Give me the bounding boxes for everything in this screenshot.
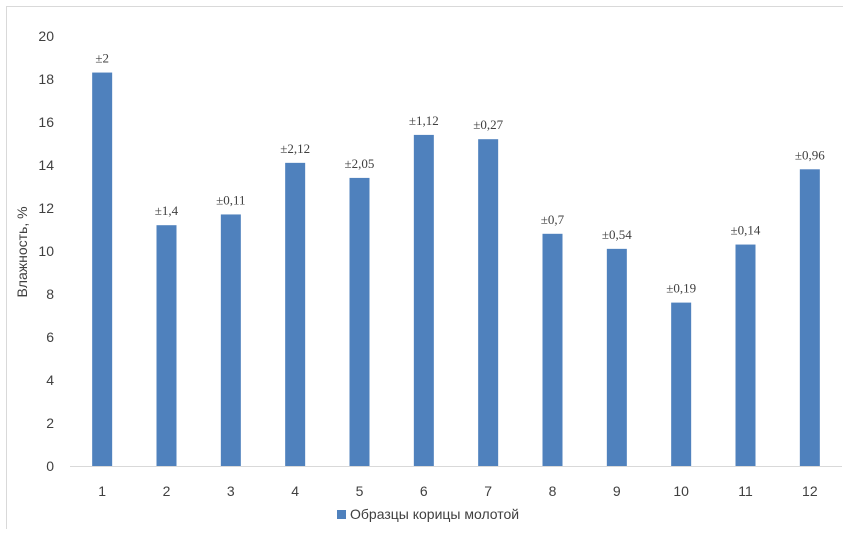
bar-data-label: ±0,19: [666, 281, 696, 296]
bar-data-label: ±0,11: [216, 192, 245, 207]
y-tick-label: 14: [38, 157, 54, 173]
y-tick-label: 10: [38, 243, 54, 259]
bar: [413, 134, 434, 466]
y-tick-label: 12: [38, 200, 54, 216]
bar-data-label: ±1,4: [155, 203, 179, 218]
y-tick-label: 18: [38, 71, 54, 87]
x-tick-label: 10: [673, 483, 689, 499]
x-tick-label: 6: [420, 483, 428, 499]
x-tick-label: 8: [549, 483, 557, 499]
bar-data-label: ±0,14: [731, 223, 761, 238]
y-tick-label: 2: [46, 415, 54, 431]
x-tick-label: 1: [98, 483, 106, 499]
x-axis: 1 2 3 4 5 6 7 8 9 10 11 12: [70, 466, 842, 499]
y-tick-label: 16: [38, 114, 54, 130]
x-tick-label: 5: [356, 483, 364, 499]
bar: [735, 244, 756, 466]
x-tick-label: 9: [613, 483, 621, 499]
bar: [156, 225, 177, 466]
y-tick-label: 6: [46, 329, 54, 345]
legend: Образцы корицы молотой: [337, 506, 519, 522]
bar-data-label: ±2,05: [345, 156, 375, 171]
bar: [478, 139, 499, 466]
bar: [92, 72, 113, 467]
bar-data-label: ±1,12: [409, 113, 439, 128]
bars: [92, 72, 820, 467]
bar-data-label: ±0,7: [541, 212, 565, 227]
bar: [671, 302, 692, 466]
legend-label: Образцы корицы молотой: [350, 506, 519, 522]
x-tick-label: 3: [227, 483, 235, 499]
bar: [285, 162, 306, 466]
bar-data-label: ±2,12: [280, 141, 310, 156]
bar: [799, 169, 820, 467]
bar-data-label: ±2: [95, 51, 109, 66]
bar-data-label: ±0,96: [795, 147, 825, 162]
x-tick-label: 4: [291, 483, 299, 499]
bar: [349, 177, 370, 466]
bar: [542, 233, 563, 466]
bar: [220, 214, 241, 466]
x-tick-label: 7: [484, 483, 492, 499]
x-tick-label: 2: [163, 483, 171, 499]
y-tick-label: 0: [46, 458, 54, 474]
x-tick-label: 11: [738, 483, 753, 499]
y-axis: 0 2 4 6 8 10 12 14 16 18 20: [38, 28, 54, 474]
y-axis-label: Влажность, %: [14, 206, 30, 297]
bar: [606, 248, 627, 466]
y-tick-label: 8: [46, 286, 54, 302]
x-tick-label: 12: [802, 483, 818, 499]
bar-data-label: ±0,27: [473, 117, 503, 132]
bar-data-label: ±0,54: [602, 227, 632, 242]
legend-swatch: [337, 510, 346, 519]
y-tick-label: 4: [46, 372, 54, 388]
data-labels: ±2 ±1,4 ±0,11 ±2,12 ±2,05 ±1,12 ±0,27 ±0,7 ±0,54…: [95, 51, 825, 296]
y-tick-label: 20: [38, 28, 54, 44]
